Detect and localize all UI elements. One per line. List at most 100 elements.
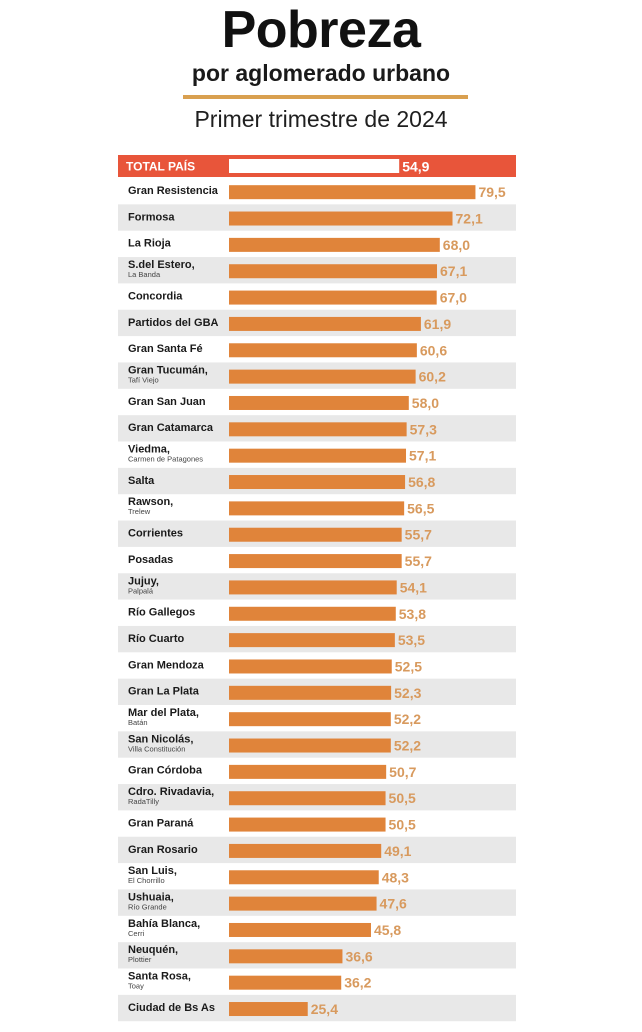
- row-label: Ushuaia,: [128, 891, 174, 903]
- row-label: Gran Resistencia: [128, 185, 219, 197]
- value-label: 57,1: [409, 448, 436, 464]
- row-label: Santa Rosa,: [128, 971, 191, 983]
- row-label: Gran Córdoba: [128, 765, 203, 777]
- table-row: Posadas 55,7: [128, 553, 432, 569]
- value-label: 67,1: [440, 263, 467, 279]
- row-label: Gran Paraná: [128, 817, 194, 829]
- total-bar: [229, 159, 400, 173]
- bar: [229, 501, 405, 516]
- value-label: 52,2: [394, 711, 421, 727]
- row-sublabel: El Chorrillo: [128, 876, 165, 885]
- bar: [229, 764, 387, 779]
- value-label: 36,6: [345, 948, 372, 964]
- bar: [229, 949, 343, 964]
- row-label: S.del Estero,: [128, 259, 195, 271]
- table-row: Mar del Plata,Batán 52,2: [128, 707, 421, 727]
- row-label: Cdro. Rivadavia,: [128, 786, 214, 798]
- bar: [229, 185, 476, 200]
- bar: [229, 791, 386, 806]
- value-label: 49,1: [384, 843, 411, 859]
- title-divider: [183, 95, 468, 99]
- row-label: Concordia: [128, 290, 183, 302]
- value-label: 52,2: [394, 738, 421, 754]
- bar: [229, 975, 342, 990]
- value-label: 47,6: [380, 896, 407, 912]
- row-label: Posadas: [128, 554, 173, 566]
- table-row: Gran Tucumán,Tafí Viejo 60,2: [128, 364, 446, 384]
- bar: [229, 448, 407, 463]
- bar: [229, 922, 371, 937]
- bar: [229, 1002, 308, 1017]
- row-label: Gran Santa Fé: [128, 343, 203, 355]
- bar: [229, 264, 438, 279]
- table-row: San Luis,El Chorrillo 48,3: [128, 865, 409, 885]
- table-row: Concordia 67,0: [128, 290, 467, 306]
- row-stripe: [118, 994, 516, 1022]
- row-sublabel: Batán: [128, 718, 148, 727]
- table-row: Viedma,Carmen de Patagones 57,1: [128, 444, 436, 464]
- table-row: Jujuy,Palpalá 54,1: [128, 575, 427, 595]
- bar: [229, 343, 417, 358]
- chart-subtitle: por aglomerado urbano: [191, 60, 451, 86]
- bar: [229, 606, 396, 621]
- bar: [229, 817, 386, 832]
- value-label: 56,8: [408, 474, 435, 490]
- table-row: Gran La Plata 52,3: [128, 685, 422, 701]
- row-label: Formosa: [128, 211, 175, 223]
- value-label: 52,5: [395, 658, 422, 674]
- row-sublabel: Carmen de Patagones: [128, 455, 203, 464]
- row-label: Bahía Blanca,: [128, 918, 200, 930]
- table-row: La Rioja 68,0: [128, 237, 470, 253]
- value-label: 56,5: [407, 500, 434, 516]
- bar: [229, 475, 406, 490]
- table-row: Gran Córdoba 50,7: [128, 764, 417, 780]
- bar: [229, 843, 382, 858]
- row-label: San Nicolás,: [128, 733, 193, 745]
- bar: [229, 870, 379, 885]
- value-label: 52,3: [394, 685, 421, 701]
- bar: [229, 290, 437, 305]
- table-row: Gran San Juan 58,0: [128, 395, 439, 411]
- row-label: Viedma,: [128, 444, 170, 456]
- row-sublabel: Villa Constitución: [128, 744, 185, 753]
- row-label: La Rioja: [128, 238, 172, 250]
- row-label: Río Cuarto: [128, 633, 185, 645]
- table-row: S.del Estero,La Banda 67,1: [128, 259, 467, 279]
- row-sublabel: Cerri: [128, 929, 145, 938]
- chart-rows: Gran Resistencia 79,5 Formosa 72,1 La Rioja 6…: [128, 184, 506, 1017]
- value-label: 25,4: [311, 1001, 338, 1017]
- value-label: 60,6: [420, 342, 447, 358]
- bar: [229, 369, 416, 384]
- value-label: 53,5: [398, 632, 425, 648]
- table-row: Río Gallegos 53,8: [128, 606, 426, 622]
- bar: [229, 685, 392, 700]
- bar: [229, 395, 409, 410]
- bar: [229, 211, 453, 226]
- value-label: 53,8: [399, 606, 426, 622]
- bar: [229, 580, 397, 595]
- value-label: 50,5: [389, 790, 416, 806]
- row-label: Mar del Plata,: [128, 707, 199, 719]
- bar: [229, 659, 392, 674]
- row-label: Jujuy,: [128, 575, 159, 587]
- table-row: Gran Santa Fé 60,6: [128, 342, 447, 358]
- table-row: Gran Paraná 50,5: [128, 817, 416, 833]
- table-row: Santa Rosa,Toay 36,2: [128, 971, 372, 991]
- chart-title: Pobreza: [221, 1, 421, 59]
- table-row: Río Cuarto 53,5: [128, 632, 425, 648]
- table-row: Gran Catamarca 57,3: [128, 421, 437, 437]
- row-label: Neuquén,: [128, 944, 178, 956]
- row-label: Rawson,: [128, 496, 173, 508]
- row-label: Salta: [128, 475, 155, 487]
- total-value: 54,9: [402, 159, 429, 175]
- table-row: Partidos del GBA 61,9: [128, 316, 451, 332]
- row-label: Ciudad de Bs As: [128, 1002, 215, 1014]
- table-row: Formosa 72,1: [128, 211, 483, 227]
- table-row: Cdro. Rivadavia,RadaTilly 50,5: [128, 786, 416, 806]
- row-sublabel: Plottier: [128, 955, 152, 964]
- bar: [229, 422, 407, 437]
- row-sublabel: Toay: [128, 982, 144, 991]
- table-row: Corrientes 55,7: [128, 527, 432, 543]
- row-sublabel: Tafí Viejo: [128, 375, 159, 384]
